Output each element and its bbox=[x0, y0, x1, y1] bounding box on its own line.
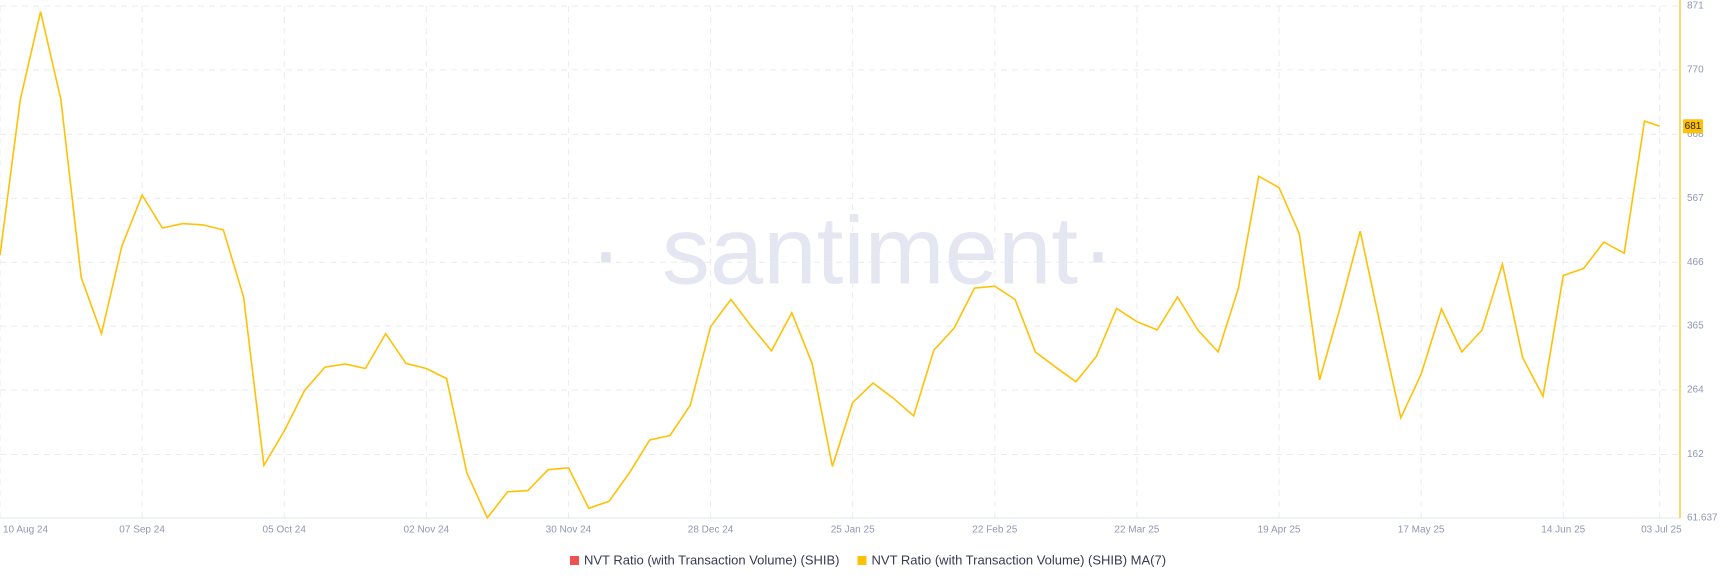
x-tick-label: 22 Feb 25 bbox=[972, 525, 1017, 536]
legend-swatch bbox=[857, 556, 867, 565]
y-tick-label: 162 bbox=[1687, 449, 1704, 460]
x-tick-label: 07 Sep 24 bbox=[119, 525, 165, 536]
y-tick-label: 365 bbox=[1687, 321, 1704, 332]
watermark-dot: · bbox=[590, 197, 622, 304]
y-tick-label: 264 bbox=[1687, 385, 1704, 396]
x-tick-label: 17 May 25 bbox=[1398, 525, 1445, 536]
y-tick-label: 61.637 bbox=[1687, 513, 1718, 524]
x-tick-label: 22 Mar 25 bbox=[1114, 525, 1159, 536]
last-value-label: 681 bbox=[1685, 121, 1702, 132]
x-tick-label: 28 Dec 24 bbox=[688, 525, 734, 536]
x-tick-label: 25 Jan 25 bbox=[831, 525, 875, 536]
y-tick-label: 567 bbox=[1687, 193, 1704, 204]
legend-swatch bbox=[570, 556, 579, 565]
watermark: santiment bbox=[662, 197, 1078, 304]
last-value-box bbox=[1683, 119, 1703, 134]
x-tick-label: 19 Apr 25 bbox=[1258, 525, 1301, 536]
y-tick-label: 668 bbox=[1687, 129, 1704, 140]
x-tick-label: 14 Jun 25 bbox=[1541, 525, 1585, 536]
x-tick-label: 10 Aug 24 bbox=[3, 525, 48, 536]
legend-label: NVT Ratio (with Transaction Volume) (SHI… bbox=[584, 552, 840, 567]
x-tick-label: 03 Jul 25 bbox=[1641, 525, 1682, 536]
legend-label: NVT Ratio (with Transaction Volume) (SHI… bbox=[872, 552, 1167, 567]
x-tick-label: 02 Nov 24 bbox=[404, 525, 450, 536]
y-tick-label: 871 bbox=[1687, 1, 1704, 12]
watermark-dot: · bbox=[1082, 197, 1114, 304]
x-tick-label: 05 Oct 24 bbox=[263, 525, 307, 536]
series-line bbox=[0, 11, 1660, 520]
y-tick-label: 466 bbox=[1687, 257, 1704, 268]
y-tick-label: 770 bbox=[1687, 65, 1704, 76]
x-tick-label: 30 Nov 24 bbox=[546, 525, 592, 536]
